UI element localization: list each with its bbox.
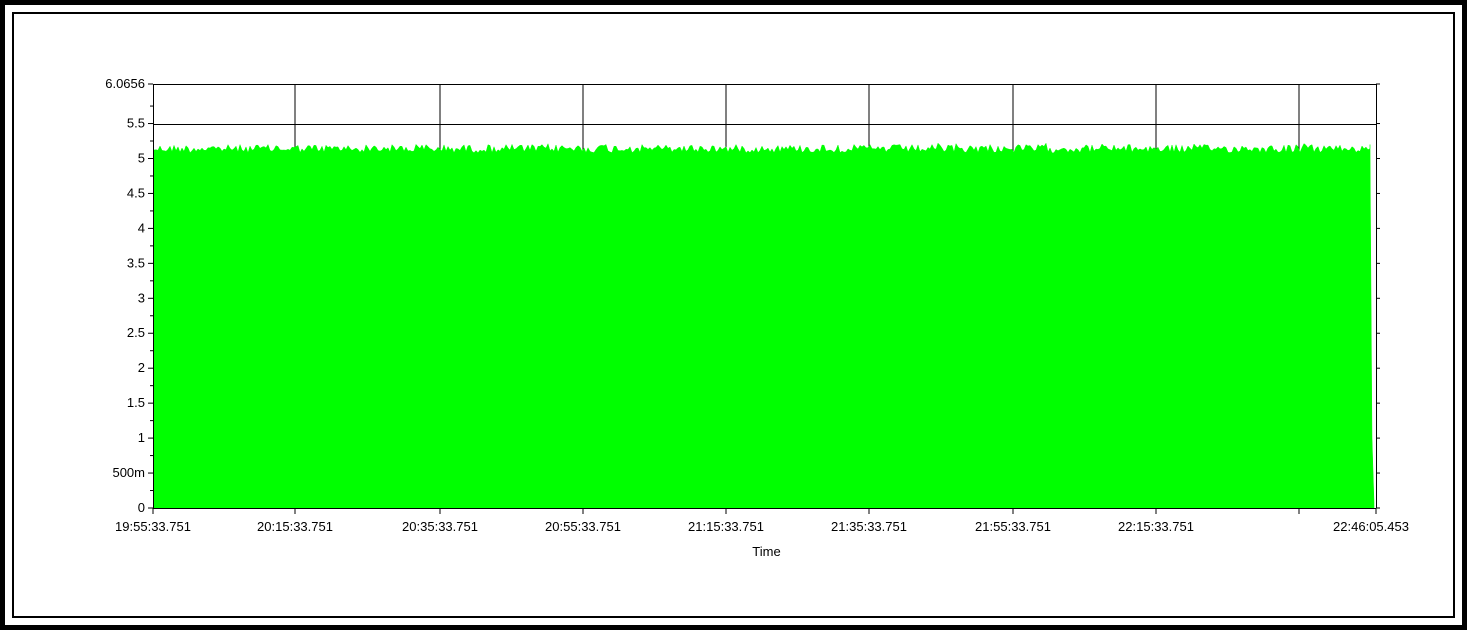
y-tick-label: 4 bbox=[138, 220, 145, 235]
y-tick-label: 1 bbox=[138, 430, 145, 445]
y-tick-label: 2.5 bbox=[127, 325, 145, 340]
x-tick-label: 21:55:33.751 bbox=[975, 519, 1051, 534]
y-tick-label: 5 bbox=[138, 150, 145, 165]
y-tick-label: 5.5 bbox=[127, 116, 145, 131]
axes bbox=[153, 84, 1377, 509]
y-tick-label: 3.5 bbox=[127, 255, 145, 270]
y-tick-label: 1.5 bbox=[127, 395, 145, 410]
y-tick-label: 6.0656 bbox=[105, 76, 145, 91]
series-area-fill bbox=[153, 142, 1375, 509]
x-tick-label: 20:55:33.751 bbox=[545, 519, 621, 534]
x-ticks: 19:55:33.751 20:15:33.751 20:35:33.751 20:5… bbox=[115, 508, 1409, 534]
inner-frame bbox=[12, 12, 1455, 618]
x-tick-label: 21:35:33.751 bbox=[831, 519, 907, 534]
x-tick-label: 22:15:33.751 bbox=[1118, 519, 1194, 534]
x-tick-label: 22:46:05.453 bbox=[1333, 519, 1409, 534]
y-ticks: 0 500m 1 1.5 2 2.5 3 3.5 4 4.5 5 5.5 6.0656 bbox=[105, 76, 1380, 515]
x-tick-label: 19:55:33.751 bbox=[115, 519, 191, 534]
x-tick-label: 20:35:33.751 bbox=[402, 519, 478, 534]
x-tick-label: 21:15:33.751 bbox=[688, 519, 764, 534]
x-axis-title: Time bbox=[752, 544, 780, 559]
y-tick-label: 500m bbox=[112, 465, 145, 480]
series-area bbox=[153, 142, 1375, 509]
y-tick-label: 4.5 bbox=[127, 185, 145, 200]
x-tick-label: 20:15:33.751 bbox=[257, 519, 333, 534]
y-tick-label: 3 bbox=[138, 290, 145, 305]
y-tick-label: 2 bbox=[138, 360, 145, 375]
y-tick-label: 0 bbox=[138, 500, 145, 515]
